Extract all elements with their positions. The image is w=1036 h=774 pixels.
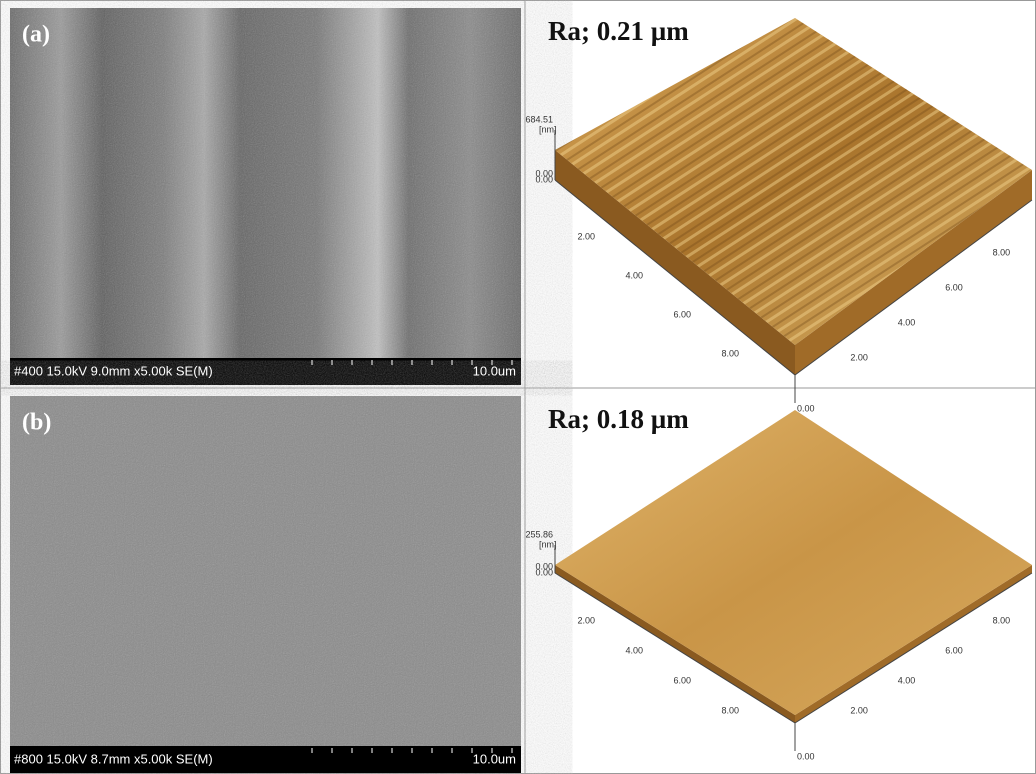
x-tick-label: 6.00 bbox=[673, 675, 691, 685]
figure: (a) #400 15.0kV 9.0mm x5.00k SE(M) 10.0um R… bbox=[0, 0, 1036, 774]
x-tick-label: 8.00 bbox=[721, 348, 739, 358]
y-tick-label: 8.00 bbox=[993, 247, 1011, 257]
sem-image bbox=[10, 8, 521, 385]
y-tick-label: 6.00 bbox=[945, 645, 963, 655]
y-tick-label: 4.00 bbox=[898, 317, 916, 327]
y-tick-label: 2.00 bbox=[850, 352, 868, 362]
z-max: 255.86 bbox=[525, 529, 553, 539]
roughness: Ra; 0.18 µm bbox=[548, 404, 689, 434]
x-tick-label: 4.00 bbox=[625, 270, 643, 280]
y-tick-label: 6.00 bbox=[945, 282, 963, 292]
panel-label: (a) bbox=[22, 22, 50, 48]
afm-texture bbox=[555, 18, 1032, 345]
x-tick-label: 2.00 bbox=[577, 231, 595, 241]
z-unit: [nm] bbox=[539, 539, 557, 549]
x-tick-label: 6.00 bbox=[673, 309, 691, 319]
z-max: 684.51 bbox=[525, 114, 553, 124]
y-tick-label: 0.00 bbox=[797, 751, 815, 761]
x-tick-label: 4.00 bbox=[625, 645, 643, 655]
sem-scale: 10.0um bbox=[473, 363, 516, 378]
x-tick-label: 8.00 bbox=[721, 705, 739, 715]
sem-info: #400 15.0kV 9.0mm x5.00k SE(M) bbox=[14, 363, 213, 378]
sem-info: #800 15.0kV 8.7mm x5.00k SE(M) bbox=[14, 751, 213, 766]
y-tick-label: 8.00 bbox=[993, 615, 1011, 625]
x-tick-label: 0.00 bbox=[535, 567, 553, 577]
y-tick-label: 4.00 bbox=[898, 675, 916, 685]
x-tick-label: 2.00 bbox=[577, 615, 595, 625]
afm-surface bbox=[555, 410, 1032, 715]
z-unit: [nm] bbox=[539, 124, 557, 134]
sem-scale: 10.0um bbox=[473, 751, 516, 766]
panel-label: (b) bbox=[22, 410, 51, 436]
x-tick-label: 0.00 bbox=[535, 174, 553, 184]
roughness: Ra; 0.21 µm bbox=[548, 16, 689, 46]
y-tick-label: 0.00 bbox=[797, 403, 815, 413]
sem-image bbox=[10, 396, 521, 773]
y-tick-label: 2.00 bbox=[850, 705, 868, 715]
